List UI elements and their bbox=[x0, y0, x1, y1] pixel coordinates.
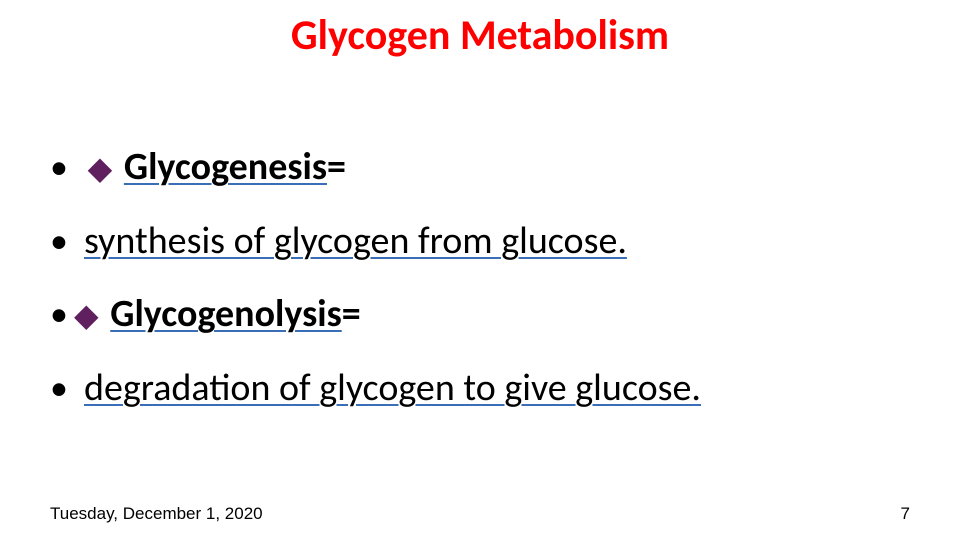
text-span: ◆ Glycogenesis= bbox=[84, 145, 346, 191]
definition-glycogenesis: synthesis of glycogen from glucose. bbox=[84, 219, 627, 265]
content-area: • ◆ Glycogenesis= • synthesis of glycoge… bbox=[50, 145, 910, 433]
term-glycogenesis: Glycogenesis bbox=[124, 144, 327, 190]
bullet-row: • ◆ Glycogenesis= bbox=[50, 145, 910, 191]
bullet-row: • ◆ Glycogenolysis= bbox=[50, 292, 910, 338]
slide-title: Glycogen Metabolism bbox=[0, 10, 960, 61]
text-span: ◆ Glycogenolysis= bbox=[74, 292, 361, 338]
bullet-icon: • bbox=[50, 367, 68, 410]
footer-date: Tuesday, December 1, 2020 bbox=[50, 504, 263, 524]
bullet-row: • synthesis of glycogen from glucose. bbox=[50, 219, 910, 265]
bullet-row: • degradation of glycogen to give glucos… bbox=[50, 366, 910, 412]
bullet-icon: • bbox=[50, 220, 68, 263]
footer-page-number: 7 bbox=[901, 504, 910, 524]
term-glycogenolysis: Glycogenolysis bbox=[110, 291, 342, 337]
equals-sign: = bbox=[342, 291, 361, 337]
definition-glycogenolysis: degradation of glycogen to give glucose. bbox=[84, 366, 701, 412]
bullet-icon: • bbox=[50, 293, 68, 336]
diamond-icon: ◆ bbox=[88, 149, 113, 188]
bullet-icon: • bbox=[50, 146, 68, 189]
diamond-icon: ◆ bbox=[74, 296, 99, 335]
slide: Glycogen Metabolism • ◆ Glycogenesis= • … bbox=[0, 0, 960, 540]
equals-sign: = bbox=[327, 144, 346, 190]
